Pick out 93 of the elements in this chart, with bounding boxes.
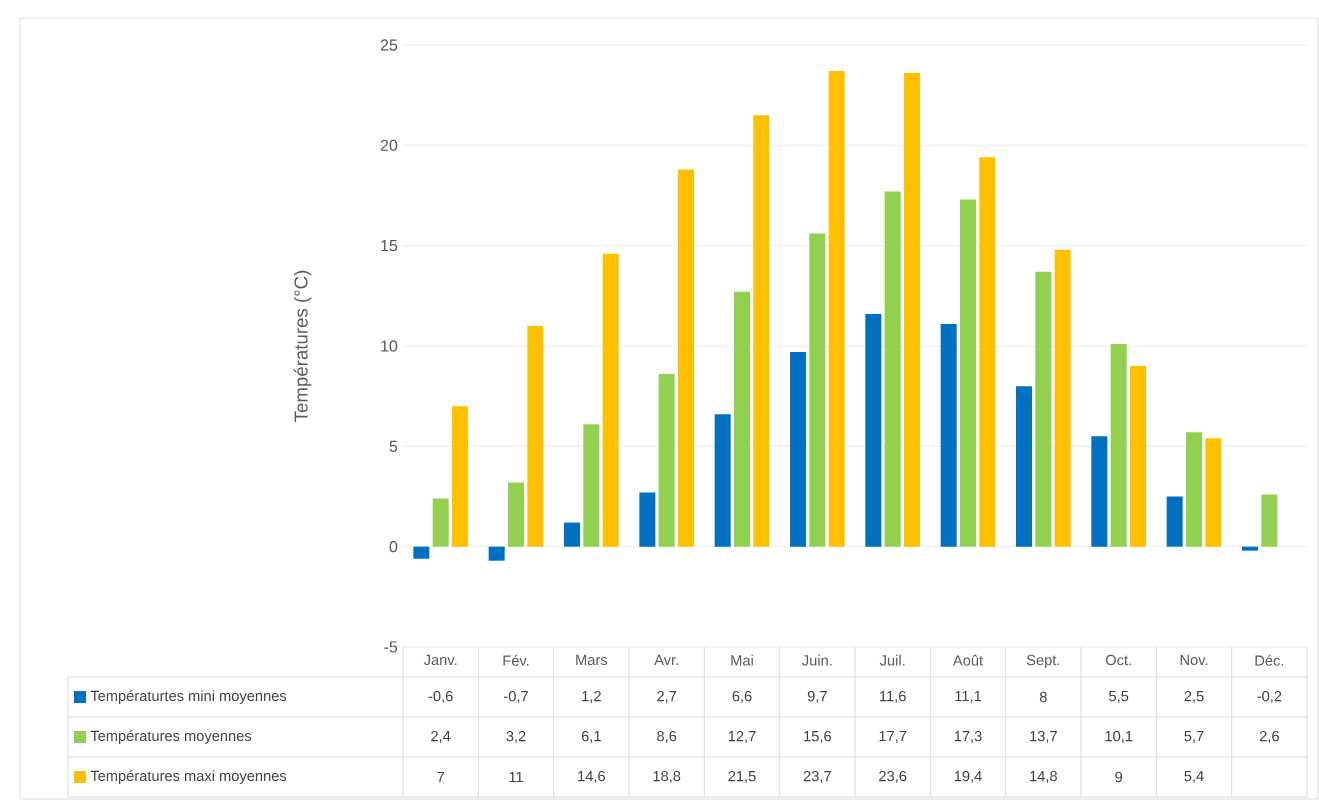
bar bbox=[865, 313, 882, 547]
data-label: 14,8 bbox=[1030, 770, 1057, 784]
data-label: 8,6 bbox=[657, 730, 677, 744]
data-label: 23,6 bbox=[879, 770, 907, 784]
bar bbox=[564, 522, 581, 547]
x-tick-label: Mars bbox=[576, 654, 608, 666]
y-tick-label: 10 bbox=[381, 340, 398, 352]
data-label: 3,2 bbox=[506, 730, 526, 744]
legend-label: Températures moyennes bbox=[90, 730, 252, 744]
bar bbox=[960, 199, 977, 547]
data-label: 2,4 bbox=[431, 730, 451, 744]
data-label: -0,6 bbox=[428, 690, 453, 704]
data-label: 15,6 bbox=[804, 730, 831, 744]
bar bbox=[432, 498, 449, 547]
bar bbox=[1242, 546, 1259, 551]
bar bbox=[828, 71, 845, 547]
data-label: -0,2 bbox=[1257, 690, 1282, 704]
bar bbox=[734, 291, 751, 547]
bar bbox=[583, 424, 600, 547]
bar bbox=[1054, 249, 1071, 547]
data-label: 11,6 bbox=[880, 690, 906, 704]
data-label: 6,1 bbox=[581, 730, 601, 744]
x-tick-label: Août bbox=[952, 654, 983, 666]
bar bbox=[452, 406, 469, 547]
data-label: 2,6 bbox=[1259, 730, 1279, 744]
bar bbox=[658, 374, 675, 547]
data-label: 10,1 bbox=[1105, 730, 1133, 744]
bar bbox=[1186, 432, 1203, 547]
y-tick-label: 25 bbox=[380, 39, 398, 51]
bar bbox=[508, 482, 525, 547]
bar bbox=[979, 157, 996, 547]
data-label: 5,7 bbox=[1184, 731, 1204, 743]
data-label: 2,5 bbox=[1184, 690, 1204, 704]
data-label: 13,7 bbox=[1030, 730, 1057, 744]
bar bbox=[413, 546, 430, 559]
x-tick-label: Avr. bbox=[654, 654, 678, 665]
x-tick-label: Juil. bbox=[879, 654, 905, 666]
data-label: -0,7 bbox=[504, 690, 528, 704]
bar bbox=[1261, 494, 1278, 547]
bar bbox=[1091, 436, 1108, 547]
data-label: 1,2 bbox=[582, 690, 601, 704]
data-label: 17,7 bbox=[879, 731, 907, 743]
x-tick-label: Fév. bbox=[503, 654, 529, 666]
data-label: 5,4 bbox=[1184, 771, 1204, 783]
x-tick-label: Oct. bbox=[1105, 654, 1131, 666]
data-label: 21,5 bbox=[728, 770, 756, 784]
data-label: 11 bbox=[509, 771, 523, 783]
data-label: 19,4 bbox=[954, 770, 982, 784]
x-tick-label: Juin. bbox=[802, 654, 832, 666]
bar bbox=[639, 492, 656, 547]
bar bbox=[488, 546, 505, 561]
legend-label: Températures maxi moyennes bbox=[90, 770, 287, 784]
data-label: 9 bbox=[1115, 771, 1123, 783]
x-tick-label: Sept. bbox=[1026, 654, 1060, 669]
bar bbox=[940, 323, 957, 547]
data-label: 7 bbox=[437, 771, 445, 783]
data-label: 23,7 bbox=[803, 770, 831, 784]
bar bbox=[904, 73, 921, 547]
data-label: 14,6 bbox=[578, 770, 605, 784]
bar bbox=[1016, 386, 1033, 547]
bar bbox=[809, 233, 826, 547]
bar bbox=[678, 169, 695, 547]
bar bbox=[527, 325, 544, 547]
bar bbox=[884, 191, 901, 547]
bar bbox=[753, 115, 770, 547]
x-tick-label: Déc. bbox=[1255, 654, 1284, 666]
y-axis-title: Températures (°C) bbox=[293, 270, 312, 422]
data-label: 5,5 bbox=[1109, 691, 1129, 703]
data-label: 11,1 bbox=[955, 691, 982, 703]
data-label: 2,7 bbox=[657, 690, 677, 704]
data-label: 9,7 bbox=[807, 690, 827, 704]
bar bbox=[790, 352, 807, 547]
bar bbox=[714, 414, 731, 547]
bar bbox=[602, 253, 619, 547]
legend-label: Températurtes mini moyennes bbox=[90, 690, 287, 704]
data-label: 18,8 bbox=[653, 770, 681, 784]
bar bbox=[1130, 366, 1147, 547]
y-tick-label: 15 bbox=[381, 240, 398, 252]
data-label: 8 bbox=[1039, 691, 1047, 703]
bar bbox=[1035, 271, 1052, 547]
y-tick-label: -5 bbox=[384, 641, 398, 653]
y-tick-label: 5 bbox=[389, 440, 398, 452]
x-tick-label: Janv. bbox=[423, 654, 457, 666]
y-tick-label: 20 bbox=[380, 139, 398, 151]
x-tick-label: Nov. bbox=[1180, 654, 1208, 666]
data-label: 12,7 bbox=[728, 730, 756, 744]
data-label: 17,3 bbox=[954, 730, 982, 744]
bar bbox=[1166, 496, 1183, 547]
y-tick-label: 0 bbox=[389, 541, 398, 553]
bar bbox=[1205, 438, 1222, 547]
x-tick-label: Mai bbox=[731, 654, 753, 666]
bar bbox=[1110, 343, 1127, 547]
data-label: 6,6 bbox=[732, 690, 752, 704]
